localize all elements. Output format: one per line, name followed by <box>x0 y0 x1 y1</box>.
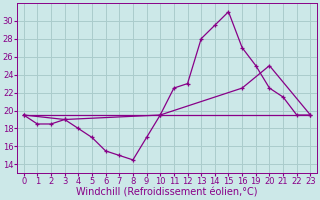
X-axis label: Windchill (Refroidissement éolien,°C): Windchill (Refroidissement éolien,°C) <box>76 187 258 197</box>
